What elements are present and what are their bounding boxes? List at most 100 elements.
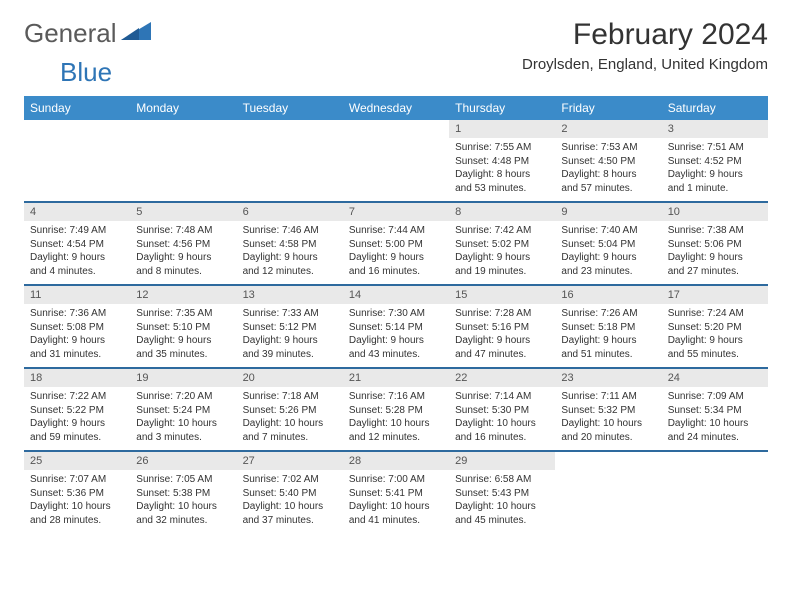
- daylight-line: Daylight: 10 hours and 37 minutes.: [243, 500, 337, 527]
- daylight-line: Daylight: 8 hours and 53 minutes.: [455, 168, 549, 195]
- day-number-24: 24: [662, 369, 768, 387]
- day-number-27: 27: [237, 452, 343, 470]
- daylight-line: Daylight: 10 hours and 20 minutes.: [561, 417, 655, 444]
- sunrise-line: Sunrise: 7:00 AM: [349, 473, 443, 487]
- day-header-sunday: Sunday: [24, 96, 130, 120]
- day-number-8: 8: [449, 203, 555, 221]
- daylight-line: Daylight: 9 hours and 31 minutes.: [30, 334, 124, 361]
- daylight-line: Daylight: 9 hours and 47 minutes.: [455, 334, 549, 361]
- day-body-26: Sunrise: 7:05 AMSunset: 5:38 PMDaylight:…: [130, 470, 236, 533]
- day-body-8: Sunrise: 7:42 AMSunset: 5:02 PMDaylight:…: [449, 221, 555, 285]
- day-number-14: 14: [343, 286, 449, 304]
- sunset-line: Sunset: 4:48 PM: [455, 155, 549, 169]
- day-number-20: 20: [237, 369, 343, 387]
- sunset-line: Sunset: 5:36 PM: [30, 487, 124, 501]
- daylight-line: Daylight: 9 hours and 27 minutes.: [668, 251, 762, 278]
- daylight-line: Daylight: 9 hours and 23 minutes.: [561, 251, 655, 278]
- day-body-15: Sunrise: 7:28 AMSunset: 5:16 PMDaylight:…: [449, 304, 555, 368]
- day-number-29: 29: [449, 452, 555, 470]
- day-body-21: Sunrise: 7:16 AMSunset: 5:28 PMDaylight:…: [343, 387, 449, 451]
- day-number-5: 5: [130, 203, 236, 221]
- sunrise-line: Sunrise: 7:51 AM: [668, 141, 762, 155]
- day-number-empty: [555, 452, 661, 470]
- day-number-empty: [343, 120, 449, 138]
- day-header-wednesday: Wednesday: [343, 96, 449, 120]
- day-number-28: 28: [343, 452, 449, 470]
- month-title: February 2024: [522, 18, 768, 52]
- sunrise-line: Sunrise: 7:18 AM: [243, 390, 337, 404]
- daylight-line: Daylight: 9 hours and 39 minutes.: [243, 334, 337, 361]
- logo-text-1: General: [24, 18, 117, 49]
- sunset-line: Sunset: 5:22 PM: [30, 404, 124, 418]
- daylight-line: Daylight: 10 hours and 24 minutes.: [668, 417, 762, 444]
- sunrise-line: Sunrise: 7:26 AM: [561, 307, 655, 321]
- day-number-empty: [662, 452, 768, 470]
- sunset-line: Sunset: 4:50 PM: [561, 155, 655, 169]
- sunrise-line: Sunrise: 7:38 AM: [668, 224, 762, 238]
- day-body-19: Sunrise: 7:20 AMSunset: 5:24 PMDaylight:…: [130, 387, 236, 451]
- sunrise-line: Sunrise: 7:40 AM: [561, 224, 655, 238]
- day-body-11: Sunrise: 7:36 AMSunset: 5:08 PMDaylight:…: [24, 304, 130, 368]
- location: Droylsden, England, United Kingdom: [522, 56, 768, 73]
- sunset-line: Sunset: 5:30 PM: [455, 404, 549, 418]
- day-body-empty: [237, 138, 343, 202]
- sunset-line: Sunset: 5:14 PM: [349, 321, 443, 335]
- sunrise-line: Sunrise: 7:48 AM: [136, 224, 230, 238]
- daylight-line: Daylight: 9 hours and 55 minutes.: [668, 334, 762, 361]
- day-body-4: Sunrise: 7:49 AMSunset: 4:54 PMDaylight:…: [24, 221, 130, 285]
- sunrise-line: Sunrise: 7:09 AM: [668, 390, 762, 404]
- day-body-29: Sunrise: 6:58 AMSunset: 5:43 PMDaylight:…: [449, 470, 555, 533]
- day-body-22: Sunrise: 7:14 AMSunset: 5:30 PMDaylight:…: [449, 387, 555, 451]
- day-number-22: 22: [449, 369, 555, 387]
- daylight-line: Daylight: 9 hours and 4 minutes.: [30, 251, 124, 278]
- day-body-13: Sunrise: 7:33 AMSunset: 5:12 PMDaylight:…: [237, 304, 343, 368]
- day-header-friday: Friday: [555, 96, 661, 120]
- day-body-20: Sunrise: 7:18 AMSunset: 5:26 PMDaylight:…: [237, 387, 343, 451]
- day-number-7: 7: [343, 203, 449, 221]
- week-4-number-row: 2526272829: [24, 452, 768, 470]
- daylight-line: Daylight: 9 hours and 1 minute.: [668, 168, 762, 195]
- sunset-line: Sunset: 4:54 PM: [30, 238, 124, 252]
- logo-text-2: Blue: [60, 57, 112, 88]
- day-body-24: Sunrise: 7:09 AMSunset: 5:34 PMDaylight:…: [662, 387, 768, 451]
- day-body-7: Sunrise: 7:44 AMSunset: 5:00 PMDaylight:…: [343, 221, 449, 285]
- day-number-4: 4: [24, 203, 130, 221]
- day-number-3: 3: [662, 120, 768, 138]
- week-3-body-row: Sunrise: 7:22 AMSunset: 5:22 PM Daylight:…: [24, 387, 768, 451]
- sunset-line: Sunset: 5:24 PM: [136, 404, 230, 418]
- day-body-5: Sunrise: 7:48 AMSunset: 4:56 PMDaylight:…: [130, 221, 236, 285]
- sunrise-line: Sunrise: 7:46 AM: [243, 224, 337, 238]
- week-2-body-row: Sunrise: 7:36 AMSunset: 5:08 PMDaylight:…: [24, 304, 768, 368]
- day-number-19: 19: [130, 369, 236, 387]
- week-0-body-row: Sunrise: 7:55 AMSunset: 4:48 PMDaylight:…: [24, 138, 768, 202]
- week-2-number-row: 11121314151617: [24, 286, 768, 304]
- sunset-line: Sunset: 5:40 PM: [243, 487, 337, 501]
- title-block: February 2024 Droylsden, England, United…: [522, 18, 768, 73]
- day-body-10: Sunrise: 7:38 AMSunset: 5:06 PMDaylight:…: [662, 221, 768, 285]
- daylight-line: Daylight: 10 hours and 32 minutes.: [136, 500, 230, 527]
- sunset-line: Sunset: 4:52 PM: [668, 155, 762, 169]
- day-number-1: 1: [449, 120, 555, 138]
- day-header-monday: Monday: [130, 96, 236, 120]
- day-body-28: Sunrise: 7:00 AMSunset: 5:41 PMDaylight:…: [343, 470, 449, 533]
- sunrise-line: Sunrise: 7:14 AM: [455, 390, 549, 404]
- week-0-number-row: 123: [24, 120, 768, 138]
- sunrise-line: Sunrise: 7:24 AM: [668, 307, 762, 321]
- day-body-empty: [24, 138, 130, 202]
- day-body-23: Sunrise: 7:11 AMSunset: 5:32 PMDaylight:…: [555, 387, 661, 451]
- day-number-15: 15: [449, 286, 555, 304]
- logo: General: [24, 18, 155, 49]
- day-number-18: 18: [24, 369, 130, 387]
- sunrise-line: Sunrise: 7:22 AM: [30, 390, 124, 404]
- day-body-empty: [130, 138, 236, 202]
- day-body-2: Sunrise: 7:53 AMSunset: 4:50 PMDaylight:…: [555, 138, 661, 202]
- sunrise-line: Sunrise: 7:36 AM: [30, 307, 124, 321]
- sunset-line: Sunset: 5:18 PM: [561, 321, 655, 335]
- daylight-line: Daylight: 9 hours and 16 minutes.: [349, 251, 443, 278]
- day-number-10: 10: [662, 203, 768, 221]
- day-number-empty: [24, 120, 130, 138]
- week-1-number-row: 45678910: [24, 203, 768, 221]
- day-number-17: 17: [662, 286, 768, 304]
- day-body-9: Sunrise: 7:40 AMSunset: 5:04 PMDaylight:…: [555, 221, 661, 285]
- day-number-9: 9: [555, 203, 661, 221]
